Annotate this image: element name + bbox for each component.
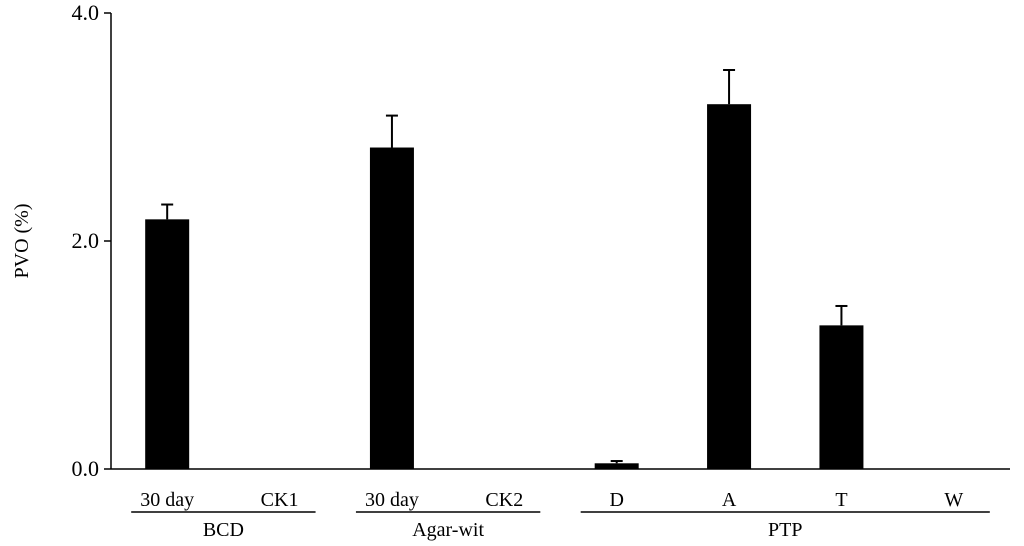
category-label: 30 day (365, 489, 419, 511)
bar (145, 219, 190, 469)
category-label: CK2 (485, 489, 523, 511)
category-label: T (835, 489, 847, 511)
bar (819, 325, 864, 469)
y-tick-label: 2.0 (72, 228, 100, 253)
y-tick-label: 0.0 (72, 456, 100, 481)
category-label: D (609, 489, 623, 511)
category-label: 30 day (140, 489, 194, 511)
category-label: W (944, 489, 963, 511)
bar (369, 147, 414, 469)
group-label: BCD (203, 519, 244, 541)
group-label: Agar-wit (412, 519, 484, 541)
bar (707, 104, 752, 469)
bar (594, 463, 639, 469)
category-label: CK1 (261, 489, 299, 511)
y-axis-title: PVO (%) (11, 204, 33, 279)
group-label: PTP (768, 519, 802, 541)
category-label: A (722, 489, 737, 511)
y-tick-label: 4.0 (72, 0, 100, 25)
